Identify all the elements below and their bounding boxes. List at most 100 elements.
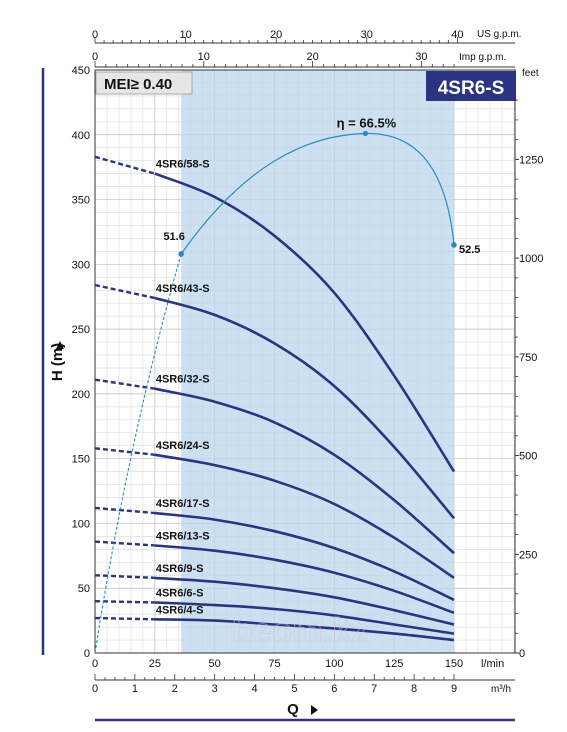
x-tick-label: 100 (325, 658, 343, 670)
y-axis-arrow-icon (56, 341, 64, 349)
m3h-tick-label: 2 (172, 683, 178, 695)
mei-badge-text: MEI≥ 0.40 (104, 76, 172, 93)
x-tick-label: 125 (385, 658, 403, 670)
m3h-tick-label: 0 (92, 683, 98, 695)
usgpm-tick-label: 30 (361, 29, 373, 41)
pump-curve-4SR6/9-S: 4SR6/9-S (94, 563, 455, 626)
feet-tick-label: 250 (519, 549, 537, 561)
y-tick-label: 400 (72, 130, 90, 142)
mei-badge: MEI≥ 0.40 (95, 71, 193, 95)
impgpm-tick-label: 20 (306, 51, 318, 63)
usgpm-tick-label: 10 (179, 29, 191, 41)
pump-curve-4SR6/24-S: 4SR6/24-S (94, 440, 455, 579)
pump-curve-4SR6/32-S: 4SR6/32-S (94, 374, 455, 555)
usgpm-tick-label: 40 (451, 29, 463, 41)
y-tick-label: 450 (72, 65, 90, 77)
pump-curve-4SR6/13-S: 4SR6/13-S (94, 530, 455, 615)
pump-curve-label: 4SR6/58-S (156, 159, 210, 171)
pump-curve-dashed-segment (94, 378, 156, 390)
pump-curve-dashed-segment (94, 616, 155, 621)
impgpm-tick-label: 10 (198, 51, 210, 63)
pump-curve-label: 4SR6/24-S (156, 440, 210, 452)
pump-curve-line (154, 172, 456, 473)
pump-curve-dashed-segment (94, 283, 156, 300)
pump-curve-dashed-segment (94, 447, 155, 456)
efficiency-curve: 51.6 52.5 η = 66.5% (94, 115, 480, 654)
y-tick-label: 350 (72, 195, 90, 207)
y-tick-label: 250 (72, 324, 90, 336)
pump-curve-dashed-segment (94, 155, 156, 175)
mei-badge-box (95, 71, 193, 95)
feet-tick-label: 1000 (519, 253, 543, 265)
model-badge: 4SR6-S (426, 71, 516, 101)
y-tick-label: 50 (78, 583, 90, 595)
efficiency-point (178, 251, 184, 257)
efficiency-point (451, 242, 457, 248)
m3h-tick-label: 1 (132, 683, 138, 695)
feet-unit-label: feet (522, 68, 539, 79)
usgpm-tick-label: 20 (270, 29, 282, 41)
efficiency-point-label: 51.6 (163, 231, 184, 243)
y-tick-label: 200 (72, 389, 90, 401)
pump-curve-line (154, 453, 455, 579)
m3h-tick-label: 4 (251, 683, 257, 695)
recommended-range-band (181, 70, 454, 653)
m3h-tick-label: 3 (212, 683, 218, 695)
m3h-tick-label: 9 (451, 683, 457, 695)
pump-curve-line (154, 601, 455, 635)
y-tick-label: 150 (72, 454, 90, 466)
pump-curve-label: 4SR6/43-S (156, 283, 210, 295)
feet-tick-label: 1250 (519, 154, 543, 166)
x-tick-label: 75 (268, 658, 280, 670)
feet-tick-label: 0 (519, 648, 525, 660)
plot-frame (94, 69, 516, 654)
x-unit-label: l/min (481, 658, 504, 670)
model-badge-box (426, 71, 516, 101)
pump-curve-label: 4SR6/32-S (156, 374, 210, 386)
impgpm-tick-label: 30 (415, 51, 427, 63)
pump-curve-label: 4SR6/6-S (156, 587, 204, 599)
pump-curve-4SR6/4-S: 4SR6/4-S (94, 604, 455, 642)
efficiency-peak-label: η = 66.5% (337, 115, 397, 130)
m3h-tick-label: 8 (411, 683, 417, 695)
x-tick-label: 150 (445, 658, 463, 670)
x-axis-arrow-icon (311, 705, 318, 715)
impgpm-unit-label: Imp g.p.m. (459, 52, 506, 63)
axes: 0501001502002503003504004500250500750100… (72, 29, 544, 695)
pump-curve-4SR6/43-S: 4SR6/43-S (94, 283, 455, 520)
model-badge-text: 4SR6-S (438, 78, 505, 99)
pump-curve-label: 4SR6/13-S (156, 530, 210, 542)
efficiency-peak-point (362, 130, 369, 137)
efficiency-curve-dashed (94, 253, 182, 654)
efficiency-point-label: 52.5 (459, 244, 480, 256)
pump-curve-line (154, 296, 455, 520)
y-tick-label: 0 (84, 648, 90, 660)
pump-curve-label: 4SR6/9-S (156, 563, 204, 575)
pump-curve-4SR6/6-S: 4SR6/6-S (94, 587, 455, 635)
pump-curve-line (154, 511, 455, 602)
y-tick-label: 100 (72, 518, 90, 530)
m3h-tick-label: 6 (331, 683, 337, 695)
pump-curve-label: 4SR6/17-S (156, 498, 210, 510)
x-tick-label: 0 (92, 658, 98, 670)
pump-curve-line (154, 387, 455, 555)
pump-curve-dashed-segment (94, 540, 155, 547)
pump-curves: 4SR6/58-S 4SR6/43-S 4SR6/32-S 4SR6/24-S 4SR6… (94, 155, 456, 642)
x-axis-title: Q (287, 701, 299, 718)
y-tick-label: 300 (72, 259, 90, 271)
m3h-tick-label: 7 (371, 683, 377, 695)
pump-curve-label: 4SR6/4-S (156, 604, 204, 616)
pump-curve-dashed-segment (94, 574, 155, 580)
feet-tick-label: 750 (519, 352, 537, 364)
x-tick-label: 50 (209, 658, 221, 670)
usgpm-unit-label: US g.p.m. (477, 29, 521, 40)
pump-curve-dashed-segment (94, 506, 155, 515)
feet-tick-label: 500 (519, 451, 537, 463)
m3h-tick-label: 5 (291, 683, 297, 695)
x-tick-label: 25 (149, 658, 161, 670)
impgpm-tick-label: 0 (92, 51, 98, 63)
pump-curve-line (154, 618, 455, 642)
pump-curve-4SR6/58-S: 4SR6/58-S (94, 155, 456, 473)
watermark: beom.kz (232, 612, 368, 650)
